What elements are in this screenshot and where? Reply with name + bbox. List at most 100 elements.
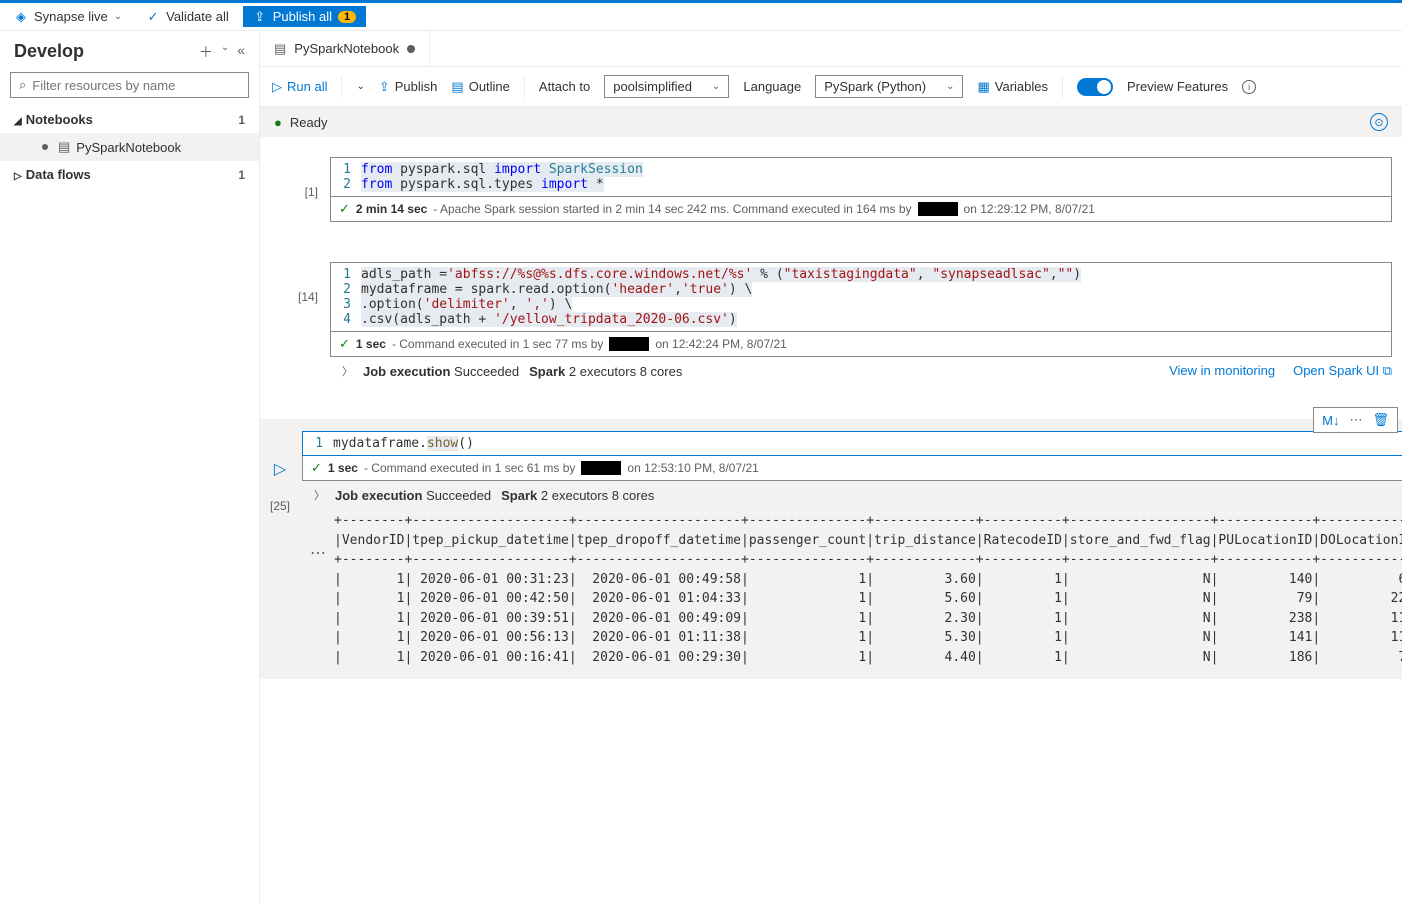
code-editor[interactable]: 1adls_path ='abfss://%s@%s.dfs.core.wind… [330, 262, 1392, 332]
spark-label: Spark [501, 488, 537, 503]
notebook-action-bar: ▷ Run all ⌄ ⇪ Publish ▤ Outline Attach t… [260, 67, 1402, 107]
filter-input[interactable] [32, 78, 240, 93]
variables-button[interactable]: ▦ Variables [977, 79, 1048, 95]
chevron-down-icon: ⌄ [946, 81, 954, 92]
status-check-icon: ● [274, 115, 282, 130]
chevron-down-icon: ⌄ [114, 11, 122, 22]
modified-dot-icon [42, 144, 48, 150]
executors: 2 executors 8 cores [541, 488, 654, 503]
editor-tabs: ▤ PySparkNotebook [260, 31, 1402, 67]
code-cell-1: [1] 1from pyspark.sql import SparkSessio… [270, 157, 1392, 222]
notebook-item-label: PySparkNotebook [76, 140, 181, 155]
publish-button[interactable]: ⇪ Publish [379, 79, 438, 95]
notebooks-count: 1 [238, 113, 245, 127]
cell-number: [25] [270, 499, 290, 513]
synapse-live-button[interactable]: ◈ Synapse live ⌄ [4, 6, 132, 27]
cell-status: ✓ 1 sec - Command executed in 1 sec 77 m… [330, 332, 1392, 357]
separator [524, 76, 525, 98]
add-icon[interactable]: ＋ [199, 42, 213, 62]
top-command-bar: ◈ Synapse live ⌄ ✓ Validate all ⇪ Publis… [0, 3, 1402, 31]
publish-all-label: Publish all [273, 9, 332, 24]
variables-label: Variables [995, 79, 1048, 94]
publish-count-badge: 1 [338, 11, 356, 23]
properties-icon[interactable]: ⊙ [1370, 113, 1388, 131]
code-cell-2: [14] 1adls_path ='abfss://%s@%s.dfs.core… [270, 262, 1392, 379]
preview-toggle[interactable] [1077, 78, 1113, 96]
cell-time: 1 sec [356, 337, 386, 351]
cell-ts: on 12:29:12 PM, 8/07/21 [964, 202, 1095, 216]
upload-icon: ⇪ [379, 79, 390, 95]
job-status: Succeeded [426, 488, 491, 503]
chevron-down-icon: ⌄ [712, 81, 720, 92]
language-select[interactable]: PySpark (Python) ⌄ [815, 75, 963, 98]
cell-ts: on 12:53:10 PM, 8/07/21 [627, 461, 758, 475]
code-editor[interactable]: 1from pyspark.sql import SparkSession2fr… [330, 157, 1392, 197]
notebooks-tree-item[interactable]: ◢ Notebooks 1 [0, 106, 259, 133]
validate-all-button[interactable]: ✓ Validate all [136, 6, 239, 27]
notebook-file-icon: ▤ [58, 139, 70, 155]
language-value: PySpark (Python) [824, 79, 926, 94]
separator [1062, 76, 1063, 98]
redacted-user: xxxxxx [609, 337, 649, 351]
attach-to-select[interactable]: poolsimplified ⌄ [604, 75, 729, 98]
convert-markdown-button[interactable]: M↓ [1322, 413, 1339, 428]
open-spark-ui-link[interactable]: Open Spark UI ⧉ [1293, 363, 1392, 379]
job-execution-row: 〉 Job execution Succeeded Spark 2 execut… [302, 481, 1402, 503]
variables-icon: ▦ [977, 79, 989, 95]
attach-to-label: Attach to [539, 79, 590, 94]
success-check-icon: ✓ [339, 336, 350, 352]
job-exec-label: Job execution [363, 364, 450, 379]
validate-all-label: Validate all [166, 9, 229, 24]
tab-pysparknotebook[interactable]: ▤ PySparkNotebook [260, 31, 430, 66]
check-icon: ✓ [146, 10, 160, 24]
filter-icon: ⌕ [19, 77, 26, 93]
run-all-dropdown[interactable]: ⌄ [356, 81, 364, 92]
synapse-live-label: Synapse live [34, 9, 108, 24]
notebook-item-pyspark[interactable]: ▤ PySparkNotebook [0, 133, 259, 161]
delete-cell-button[interactable]: 🗑 [1372, 412, 1389, 428]
filter-resources-input[interactable]: ⌕ [10, 72, 249, 98]
run-cell-button[interactable]: ▷ [270, 459, 290, 479]
notebooks-label: Notebooks [26, 112, 93, 127]
collapse-panel-icon[interactable]: « [237, 42, 245, 62]
pool-value: poolsimplified [613, 79, 692, 94]
info-icon[interactable]: i [1242, 80, 1256, 94]
spark-label: Spark [529, 364, 565, 379]
upload-icon: ⇪ [253, 10, 267, 24]
redacted-user: xxxxxx [581, 461, 621, 475]
cell-status: ✓ 1 sec - Command executed in 1 sec 61 m… [302, 456, 1402, 481]
run-all-button[interactable]: ▷ Run all [272, 79, 327, 95]
notebook-cells: [1] 1from pyspark.sql import SparkSessio… [260, 137, 1402, 902]
output-more-button[interactable]: ⋯ [302, 503, 326, 667]
tab-title: PySparkNotebook [294, 41, 399, 56]
job-status: Succeeded [454, 364, 519, 379]
code-cell-3: M↓ ⋯ 🗑 ▷ [25] 1mydataframe.show() ✓ 1 se… [260, 419, 1402, 679]
develop-panel: Develop ＋ ⌄ « ⌕ ◢ Notebooks 1 ▤ PySparkNo… [0, 31, 260, 902]
chevron-right-icon[interactable]: 〉 [314, 487, 325, 503]
publish-all-button[interactable]: ⇪ Publish all 1 [243, 6, 366, 27]
more-actions-button[interactable]: ⋯ [1349, 412, 1362, 428]
cell-msg: - Command executed in 1 sec 77 ms by [392, 337, 603, 351]
view-monitoring-link[interactable]: View in monitoring [1169, 363, 1275, 379]
play-icon: ▷ [272, 79, 282, 95]
redacted-user: xxxxxx [918, 202, 958, 216]
code-editor[interactable]: 1mydataframe.show() [302, 431, 1402, 456]
expand-icon[interactable]: ⌄ [221, 42, 229, 62]
chevron-right-icon[interactable]: 〉 [342, 363, 353, 379]
caret-right-icon: ▷ [14, 171, 22, 182]
cell-msg: - Apache Spark session started in 2 min … [433, 202, 911, 216]
develop-title: Develop [14, 41, 84, 62]
outline-icon: ▤ [451, 79, 463, 95]
success-check-icon: ✓ [311, 460, 322, 476]
cell-toolbar: M↓ ⋯ 🗑 [1313, 407, 1398, 433]
cell-msg: - Command executed in 1 sec 61 ms by [364, 461, 575, 475]
notebook-icon: ▤ [274, 41, 286, 57]
cell-time: 2 min 14 sec [356, 202, 427, 216]
dataflows-label: Data flows [26, 167, 91, 182]
outline-button[interactable]: ▤ Outline [451, 79, 510, 95]
caret-down-icon: ◢ [14, 116, 22, 127]
language-label: Language [743, 79, 801, 94]
dataflows-tree-item[interactable]: ▷Data flows 1 [0, 161, 259, 188]
outline-label: Outline [469, 79, 510, 94]
job-exec-label: Job execution [335, 488, 422, 503]
